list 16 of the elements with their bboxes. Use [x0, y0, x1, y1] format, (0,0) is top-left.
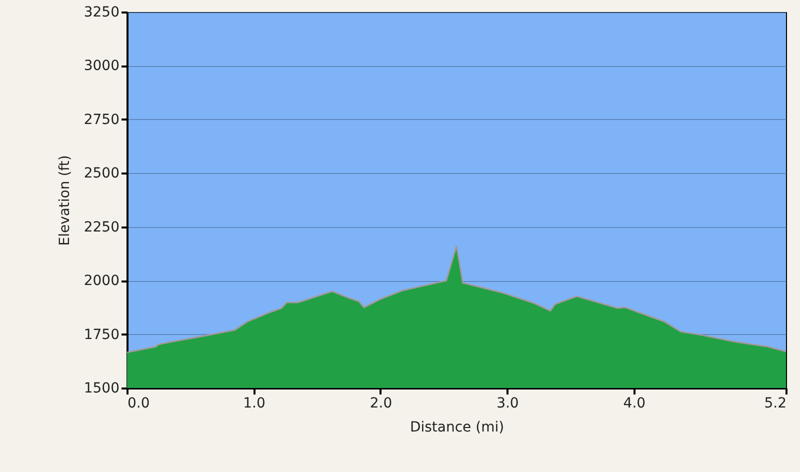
x-tick-label: 2.0 — [370, 396, 392, 412]
x-tick-label: 5.2 — [764, 396, 786, 412]
y-tick-label: 3250 — [84, 4, 120, 20]
y-tick-label: 2500 — [84, 166, 120, 182]
x-axis-title: Distance (mi) — [410, 420, 504, 436]
y-tick-label: 3000 — [84, 58, 120, 74]
y-tick-label: 2250 — [84, 219, 120, 236]
y-tick-label: 1750 — [84, 326, 120, 343]
x-tick-label: 1.0 — [243, 396, 266, 412]
y-tick-label: 1500 — [84, 380, 120, 396]
x-tick-label: 3.0 — [496, 396, 519, 412]
y-axis-title: Elevation (ft) — [56, 155, 73, 246]
y-tick-label: 2000 — [84, 273, 120, 290]
x-tick-label: 0.0 — [128, 396, 150, 412]
x-tick-label: 4.0 — [623, 396, 646, 412]
y-tick-label: 2750 — [84, 112, 120, 128]
